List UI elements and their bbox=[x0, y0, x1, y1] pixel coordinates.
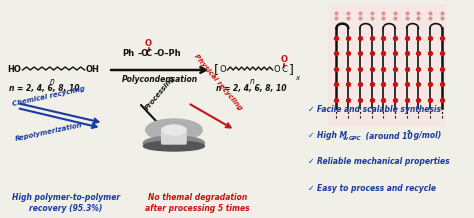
Ellipse shape bbox=[143, 141, 204, 151]
Text: C: C bbox=[281, 65, 287, 75]
FancyBboxPatch shape bbox=[329, 5, 449, 126]
Text: Ph: Ph bbox=[122, 48, 134, 58]
Text: x: x bbox=[295, 75, 299, 81]
Text: ]: ] bbox=[289, 63, 293, 77]
Text: Processing: Processing bbox=[144, 75, 176, 111]
Text: O: O bbox=[145, 39, 152, 48]
Text: –O–Ph: –O–Ph bbox=[153, 48, 181, 58]
Text: GPC: GPC bbox=[349, 136, 361, 140]
Text: [: [ bbox=[214, 63, 219, 77]
Ellipse shape bbox=[143, 136, 204, 150]
Text: Polycondensation: Polycondensation bbox=[122, 75, 198, 85]
Text: ✓ Facile and scalable synthesis: ✓ Facile and scalable synthesis bbox=[308, 106, 441, 114]
Text: O: O bbox=[273, 65, 280, 75]
Text: (around 10: (around 10 bbox=[363, 131, 412, 140]
Text: O: O bbox=[280, 56, 287, 65]
Text: n: n bbox=[49, 77, 54, 86]
Text: g/mol): g/mol) bbox=[411, 131, 441, 140]
Text: Repolymerization: Repolymerization bbox=[15, 122, 83, 142]
Text: Physical recycling: Physical recycling bbox=[193, 53, 243, 111]
Ellipse shape bbox=[146, 119, 202, 141]
Text: ✓ Reliable mechanical properties: ✓ Reliable mechanical properties bbox=[308, 157, 450, 167]
Ellipse shape bbox=[162, 125, 186, 135]
Text: Chemical recycling: Chemical recycling bbox=[12, 86, 86, 107]
Text: 5: 5 bbox=[407, 129, 411, 135]
Text: ✓ High M: ✓ High M bbox=[308, 131, 347, 140]
Text: High polymer-to-polymer
recovery (95.3%): High polymer-to-polymer recovery (95.3%) bbox=[12, 192, 120, 213]
Text: w: w bbox=[342, 136, 347, 140]
Text: n = 2, 4, 6, 8, 10: n = 2, 4, 6, 8, 10 bbox=[9, 83, 80, 92]
Text: HO: HO bbox=[8, 65, 21, 75]
Text: C: C bbox=[146, 48, 152, 58]
Text: OH: OH bbox=[85, 65, 100, 75]
Text: –O: –O bbox=[137, 48, 148, 58]
Text: No themal degradation
after processing 5 times: No themal degradation after processing 5… bbox=[145, 192, 250, 213]
Text: ✓ Easy to process and recycle: ✓ Easy to process and recycle bbox=[308, 184, 436, 192]
Text: n = 2, 4, 6, 8, 10: n = 2, 4, 6, 8, 10 bbox=[216, 83, 287, 92]
FancyBboxPatch shape bbox=[162, 128, 186, 144]
Text: n: n bbox=[249, 77, 255, 86]
Text: O: O bbox=[220, 65, 227, 75]
